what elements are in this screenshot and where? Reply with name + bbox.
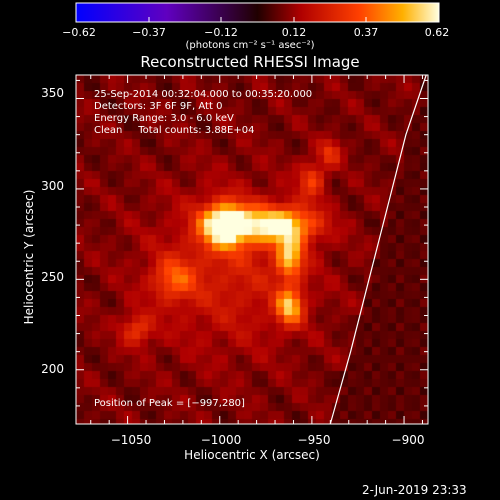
annotation-time: 25-Sep-2014 00:32:04.000 to 00:35:20.000 [94, 89, 313, 100]
x-tick-label: −1000 [200, 433, 242, 447]
plot-frame [75, 74, 429, 425]
chart-title: Reconstructed RHESSI Image [140, 53, 360, 71]
x-tick-label: −900 [391, 433, 425, 447]
solar-limb-line [329, 74, 427, 425]
y-tick-label: 300 [41, 179, 64, 193]
colorbar-tick: 0.37 [353, 26, 379, 39]
colorbar-tick: 0.12 [281, 26, 307, 39]
colorbar-tick: −0.62 [62, 26, 96, 39]
colorbar-tick: −0.37 [132, 26, 166, 39]
annotation-peak: Position of Peak = [−997,280] [94, 398, 245, 409]
colorbar-tick: 0.62 [424, 26, 450, 39]
annotation-detectors: Detectors: 3F 6F 9F, Att 0 [94, 101, 223, 112]
annotation-clean: Clean Total counts: 3.88E+04 [94, 125, 255, 136]
heatmap-image [76, 75, 428, 424]
colorbar [75, 2, 440, 23]
colorbar-tick: −0.12 [204, 26, 238, 39]
x-axis-label: Heliocentric X (arcsec) [184, 448, 320, 462]
colorbar-gradient [75, 2, 440, 23]
x-tick-label: −950 [297, 433, 331, 447]
y-tick-label: 200 [41, 362, 64, 376]
footer-date: 2-Jun-2019 23:33 [362, 483, 467, 497]
y-tick-label: 250 [41, 270, 64, 284]
y-axis-label: Heliocentric Y (arcsec) [22, 189, 36, 325]
x-tick-label: −1050 [110, 433, 152, 447]
y-tick-label: 350 [41, 86, 64, 100]
annotation-energy: Energy Range: 3.0 - 6.0 keV [94, 113, 234, 124]
colorbar-unit: (photons cm⁻² s⁻¹ asec⁻²) [185, 40, 315, 51]
